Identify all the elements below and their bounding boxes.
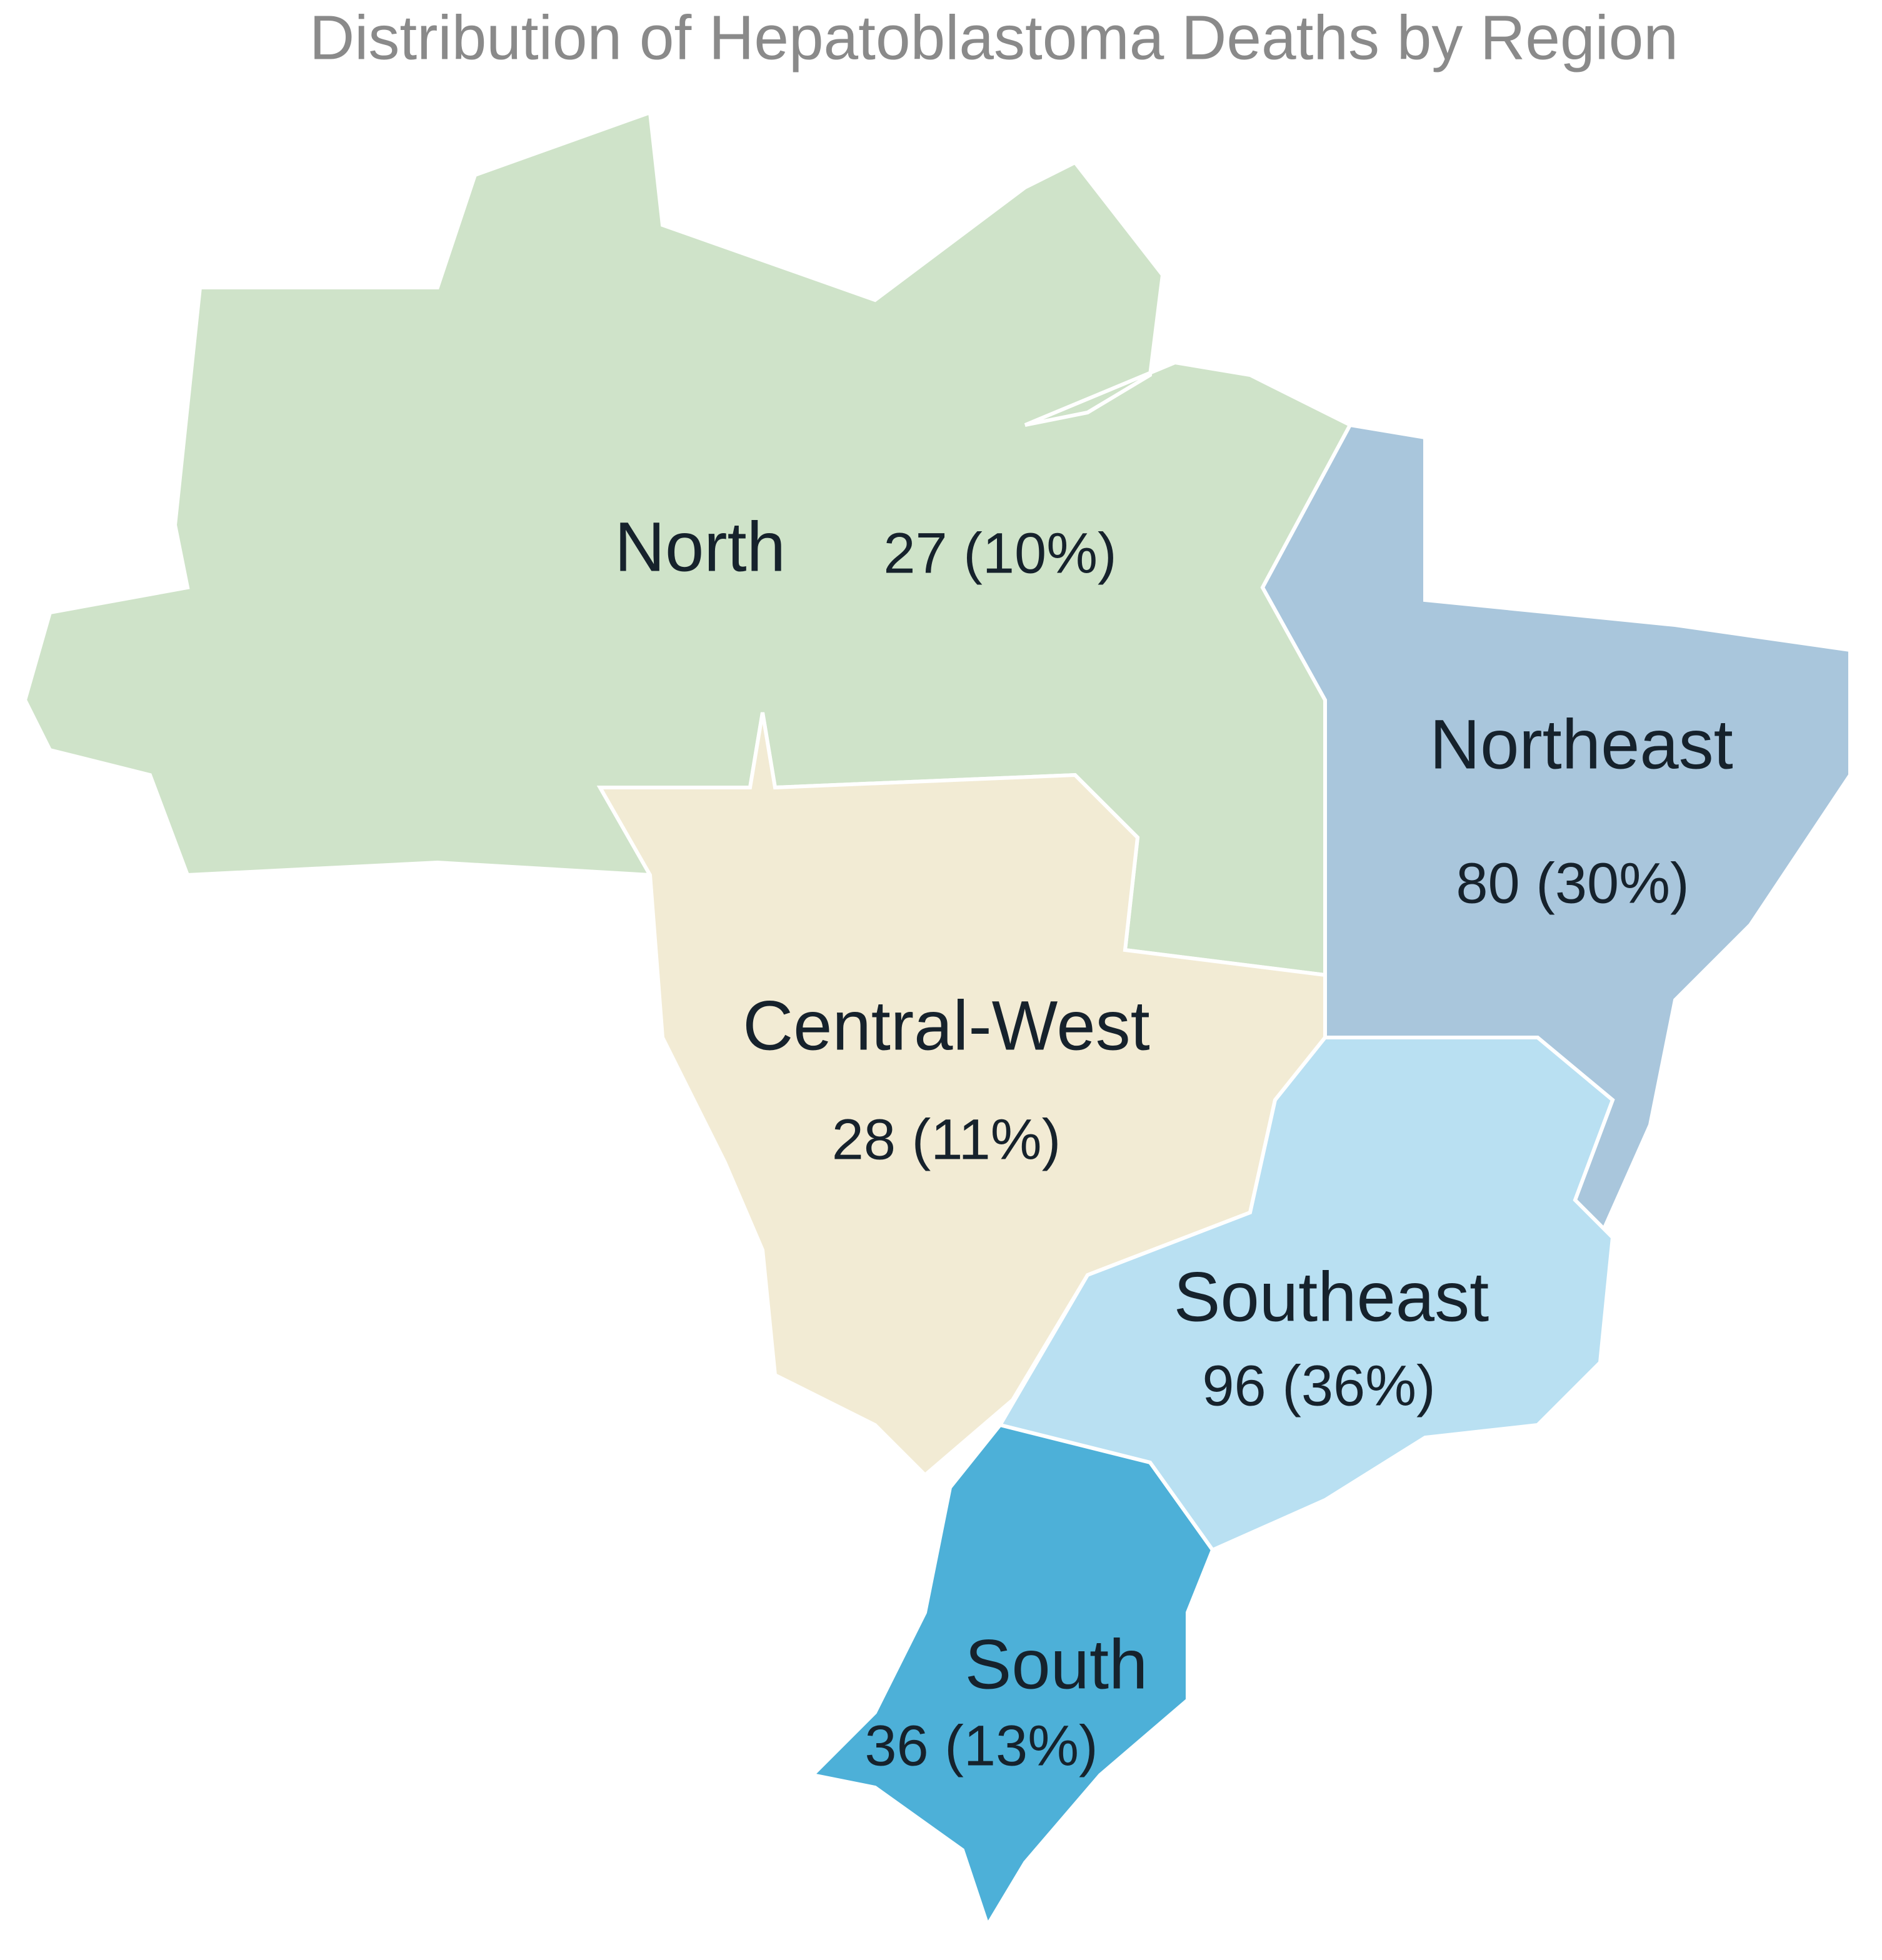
region-name: Central-West xyxy=(743,987,1149,1065)
region-value: 28 (11%) xyxy=(832,1108,1061,1171)
region-value: 80 (30%) xyxy=(1456,851,1689,915)
region-name: Northeast xyxy=(1429,706,1733,784)
region-southeast xyxy=(997,1036,1615,1552)
region-name: North xyxy=(614,508,786,586)
region-value: 36 (13%) xyxy=(864,1714,1098,1778)
region-name: South xyxy=(965,1626,1148,1704)
region-south xyxy=(808,1422,1215,1930)
map-title: Distribution of Hepatoblastoma Deaths by… xyxy=(309,2,1678,72)
region-value: 27 (10%) xyxy=(883,521,1116,585)
region-name: Southeast xyxy=(1174,1258,1489,1336)
region-value: 96 (36%) xyxy=(1202,1354,1435,1418)
region-northeast xyxy=(1260,422,1852,1242)
